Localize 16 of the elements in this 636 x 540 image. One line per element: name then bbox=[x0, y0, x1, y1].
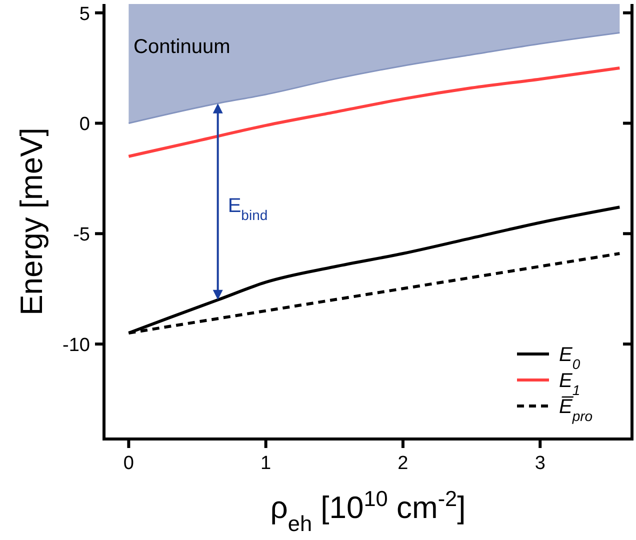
annotation: E$_{bind}$ bbox=[228, 194, 268, 223]
y-tick-label: 5 bbox=[79, 4, 90, 25]
annotation: Continuum bbox=[134, 36, 230, 58]
x-tick-label: 3 bbox=[534, 453, 546, 474]
y-tick-label: 0 bbox=[79, 114, 90, 136]
line-series bbox=[128, 32, 620, 124]
y-axis-title: Energy [meV] bbox=[14, 128, 49, 316]
legend-label: E̅$_{pro}$ bbox=[559, 396, 593, 424]
x-tick-label: 1 bbox=[260, 453, 272, 474]
x-axis-title: ρ$_{eh}$ [10$^{10}$ cm$^{-2}$] bbox=[270, 486, 466, 536]
x-tick-label: 2 bbox=[398, 453, 408, 474]
line-series bbox=[127, 66, 622, 158]
y-tick-label: -5 bbox=[73, 224, 90, 246]
legend-label: E$_{0}$ bbox=[559, 344, 580, 372]
x-tick-label: 0 bbox=[123, 453, 134, 474]
y-tick-label: -10 bbox=[62, 335, 90, 356]
